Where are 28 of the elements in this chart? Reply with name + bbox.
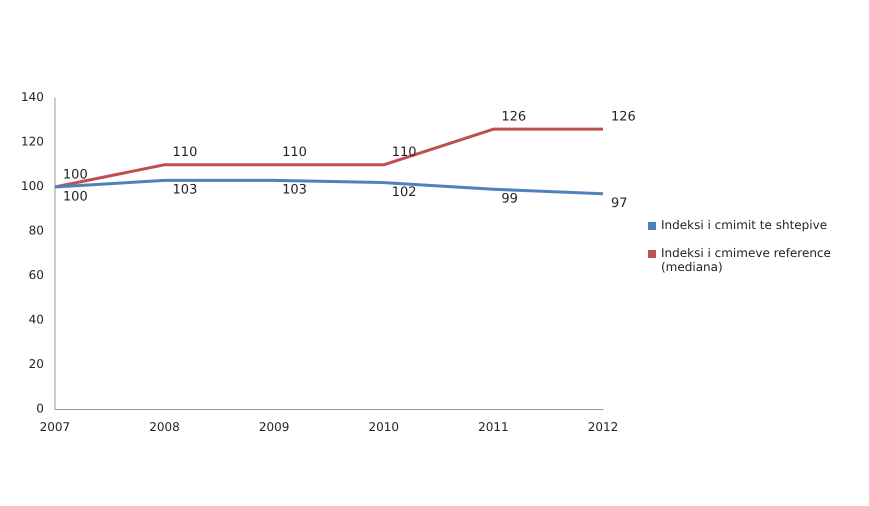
legend-label: Indeksi i cmimeve reference (mediana) — [661, 246, 832, 274]
data-label: 110 — [172, 145, 198, 160]
y-tick-label: 80 — [28, 224, 44, 238]
data-label: 99 — [501, 192, 518, 207]
data-label: 126 — [611, 110, 636, 125]
x-tick-label: 2009 — [258, 420, 290, 434]
legend-label: Indeksi i cmimit te shtepive — [661, 218, 828, 232]
x-tick-label: 2010 — [368, 420, 400, 434]
data-label: 110 — [392, 145, 417, 160]
y-tick-label: 40 — [28, 312, 44, 327]
x-tick-label: 2012 — [588, 420, 618, 434]
data-label: 102 — [392, 184, 417, 200]
x-tick-label: 2007 — [40, 420, 70, 434]
data-label: 103 — [172, 182, 198, 198]
y-tick-label: 0 — [36, 402, 44, 416]
data-label: 97 — [611, 196, 628, 212]
data-label: 103 — [282, 182, 307, 198]
y-tick-label: 20 — [28, 357, 44, 372]
x-tick-label: 2011 — [478, 420, 509, 434]
data-label: 100 — [62, 167, 88, 182]
data-label: 100 — [62, 189, 88, 204]
y-tick-label: 60 — [28, 268, 44, 282]
y-tick-label: 120 — [21, 134, 44, 149]
y-tick-label: 100 — [21, 179, 44, 194]
data-label: 126 — [501, 110, 526, 125]
x-tick-label: 2008 — [149, 420, 180, 434]
data-label: 110 — [282, 145, 307, 160]
y-tick-label: 140 — [21, 90, 44, 104]
